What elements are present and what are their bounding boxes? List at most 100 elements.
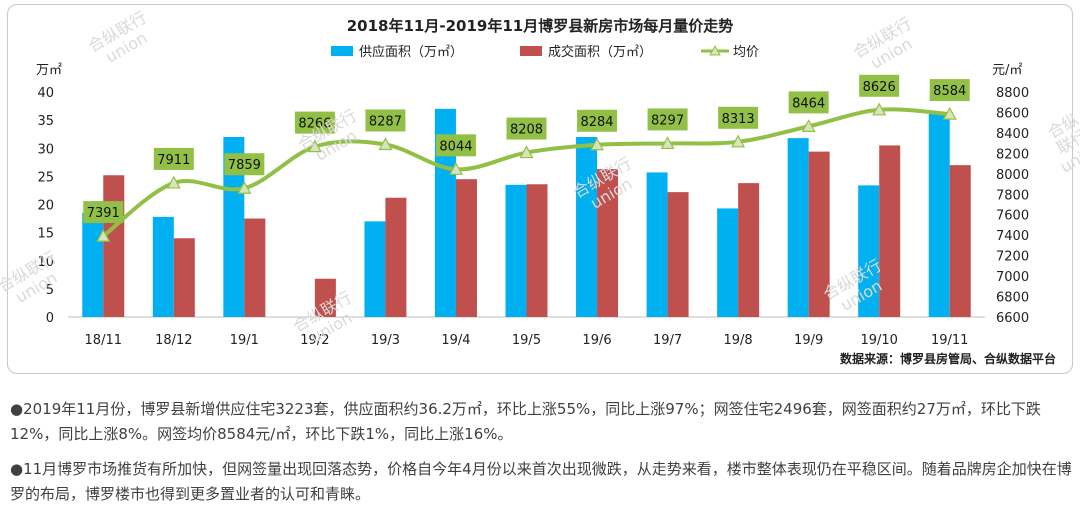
supply-bar xyxy=(646,172,668,317)
price-label: 7859 xyxy=(228,158,261,173)
price-label-box xyxy=(859,74,900,97)
price-marker xyxy=(448,162,463,175)
price-label-box xyxy=(577,109,618,132)
price-marker xyxy=(237,180,252,194)
transaction-bar xyxy=(949,165,971,317)
x-tick-label: 19/5 xyxy=(512,333,541,348)
x-tick-label: 19/2 xyxy=(300,333,329,348)
transaction-bar xyxy=(667,192,689,317)
right-tick-label: 7200 xyxy=(996,250,1029,265)
price-marker xyxy=(590,137,605,151)
legend-label: 成交面积（万㎡） xyxy=(548,44,652,60)
price-line: 7391 7911 7859 8266 8287 8044 8208 8284 8297 8313… xyxy=(83,74,970,242)
left-tick-label: 35 xyxy=(37,114,54,129)
x-tick-label: 19/7 xyxy=(653,333,682,348)
price-marker xyxy=(731,134,746,148)
transaction-bar xyxy=(738,183,760,317)
price-label-box xyxy=(83,201,124,224)
price-label-box xyxy=(788,91,829,114)
transaction-bar xyxy=(879,145,901,317)
price-label-box xyxy=(435,134,476,157)
legend-swatch xyxy=(520,46,542,56)
left-tick-label: 40 xyxy=(37,86,54,101)
legend-swatch-marker xyxy=(709,44,721,56)
price-label: 8266 xyxy=(298,117,331,132)
left-axis-unit: 万㎡ xyxy=(36,63,62,78)
left-tick-label: 5 xyxy=(46,283,54,298)
left-tick-label: 15 xyxy=(37,227,54,242)
price-marker xyxy=(660,136,675,150)
transaction-bar xyxy=(597,169,619,317)
legend-label: 均价 xyxy=(733,45,759,60)
right-axis-unit: 元/㎡ xyxy=(992,63,1022,78)
supply-bar xyxy=(928,113,950,317)
chart-title: 2018年11月-2019年11月博罗县新房市场每月量价走势 xyxy=(347,17,733,35)
right-tick-label: 8800 xyxy=(996,86,1029,101)
x-tick-label: 19/10 xyxy=(860,333,897,348)
transaction-bar xyxy=(455,179,477,317)
transaction-bar xyxy=(314,278,336,317)
supply-bar xyxy=(82,212,104,317)
supply-bar xyxy=(223,137,245,317)
x-tick-label: 19/8 xyxy=(724,333,753,348)
supply-bar xyxy=(152,216,174,317)
price-label-box xyxy=(929,79,970,102)
x-tick-label: 18/11 xyxy=(85,333,122,348)
price-label: 7391 xyxy=(87,206,120,221)
price-marker xyxy=(378,137,393,151)
left-tick-label: 25 xyxy=(37,170,54,185)
transaction-bar xyxy=(526,184,548,317)
right-tick-label: 7400 xyxy=(996,229,1029,244)
x-tick-label: 19/9 xyxy=(794,333,823,348)
price-marker xyxy=(872,102,887,116)
legend-label: 供应面积（万㎡） xyxy=(359,44,463,60)
legend-swatch xyxy=(331,46,353,56)
price-label: 8044 xyxy=(439,139,472,154)
price-marker xyxy=(519,145,534,159)
price-marker xyxy=(166,175,181,189)
right-tick-label: 7600 xyxy=(996,209,1029,224)
chart: 2018年11月-2019年11月博罗县新房市场每月量价走势 万㎡ 元/㎡ 供应… xyxy=(36,17,1029,348)
price-label-box xyxy=(718,106,759,129)
left-tick-label: 20 xyxy=(37,199,54,214)
legend: 供应面积（万㎡） 成交面积（万㎡） 均价 xyxy=(331,44,759,60)
x-tick-label: 19/6 xyxy=(582,333,611,348)
right-tick-label: 6800 xyxy=(996,291,1029,306)
price-label-box xyxy=(224,153,265,176)
supply-bar xyxy=(434,108,456,317)
summary-paragraph-1: ●2019年11月份，博罗县新增供应住宅3223套，供应面积约36.2万㎡，环比… xyxy=(10,400,1041,443)
data-source: 数据来源：博罗县房管局、合纵数据平台 xyxy=(839,352,1056,366)
supply-bar xyxy=(787,138,809,317)
price-label-box xyxy=(506,117,547,140)
transaction-bar xyxy=(808,151,830,317)
supply-bar xyxy=(364,221,386,317)
left-tick-label: 0 xyxy=(46,311,54,326)
supply-bar xyxy=(505,184,527,317)
price-label-box xyxy=(365,109,406,132)
supply-bar xyxy=(717,208,739,317)
bars xyxy=(82,108,971,317)
price-label: 8284 xyxy=(580,115,613,130)
right-tick-label: 7000 xyxy=(996,270,1029,285)
right-tick-label: 6600 xyxy=(996,311,1029,326)
transaction-bar xyxy=(103,175,125,317)
price-label: 8584 xyxy=(933,84,966,99)
price-label-box xyxy=(153,147,194,170)
transaction-bar xyxy=(173,238,195,317)
transaction-bar xyxy=(385,197,407,317)
price-label: 8297 xyxy=(651,113,684,128)
right-tick-label: 7800 xyxy=(996,188,1029,203)
right-tick-label: 8000 xyxy=(996,168,1029,183)
price-label-box xyxy=(294,111,335,134)
price-marker xyxy=(96,228,111,242)
axes: 0 5 10 15 20 25 30 35 40 6600 6800 7000 7200 7400 7600… xyxy=(37,86,1029,348)
price-label: 8464 xyxy=(792,96,825,111)
price-label: 8208 xyxy=(510,123,543,138)
price-label: 8287 xyxy=(369,114,402,129)
price-label: 8313 xyxy=(722,112,755,127)
right-tick-label: 8200 xyxy=(996,147,1029,162)
left-tick-label: 30 xyxy=(37,142,54,157)
price-marker xyxy=(801,119,816,132)
right-tick-label: 8400 xyxy=(996,127,1029,142)
price-label: 7911 xyxy=(157,153,190,168)
